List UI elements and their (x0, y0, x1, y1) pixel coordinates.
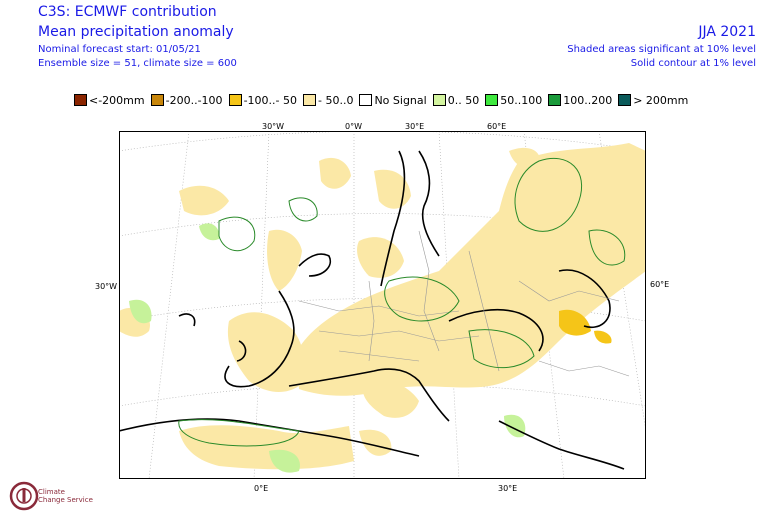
legend-label: - 50..0 (317, 93, 354, 107)
legend-item: -100..- 50 (228, 93, 300, 107)
legend-swatch (548, 94, 562, 106)
coord-right-60e: 60°E (650, 280, 670, 289)
copernicus-logo (9, 481, 39, 511)
season-label: JJA 2021 (698, 24, 756, 40)
legend-swatch (359, 94, 373, 106)
logo-label: Climate Change Service (38, 488, 93, 504)
coord-left-30w: 30°W (95, 282, 118, 291)
significance-contours (178, 157, 626, 447)
coord-top-0: 0°W (345, 122, 362, 131)
legend: <-200mm -200..-100 -100..- 50 - 50..0 No Sig… (74, 93, 694, 107)
legend-label: <-200mm (89, 93, 145, 107)
coord-bottom-0: 0°E (254, 484, 269, 493)
country-borders (298, 230, 630, 377)
chart-subtitle: Mean precipitation anomaly (38, 24, 234, 40)
coord-top-30w: 30°W (262, 122, 285, 131)
ensemble-size: Ensemble size = 51, climate size = 600 (38, 58, 237, 69)
strong-dry-areas (559, 309, 612, 344)
coord-top-60e: 60°E (487, 122, 507, 131)
coord-bottom-30e: 30°E (498, 484, 518, 493)
map-canvas (119, 131, 646, 479)
legend-label: -100..- 50 (243, 93, 297, 107)
legend-item: 50..100 (485, 94, 545, 107)
contour-note: Solid contour at 1% level (630, 58, 756, 69)
legend-label: No Signal (374, 93, 427, 107)
legend-label: > 200mm (633, 93, 689, 107)
legend-label: -200..-100 (165, 93, 223, 107)
shaded-note: Shaded areas significant at 10% level (567, 44, 756, 55)
coord-top-30e: 30°E (405, 122, 425, 131)
legend-swatch (302, 94, 316, 106)
legend-item: No Signal (359, 94, 429, 107)
legend-item: 100..200 (548, 94, 615, 107)
legend-swatch (228, 94, 242, 106)
legend-swatch (74, 94, 87, 106)
legend-swatch (150, 94, 164, 106)
chart-title: C3S: ECMWF contribution (38, 4, 217, 20)
anomaly-map (119, 131, 646, 479)
legend-label: 50..100 (500, 93, 543, 107)
legend-item: <-200mm (74, 94, 148, 107)
coastlines (119, 150, 625, 470)
legend-item: 0.. 50 (432, 93, 483, 107)
legend-swatch (432, 94, 446, 106)
forecast-start: Nominal forecast start: 01/05/21 (38, 44, 201, 55)
legend-label: 0.. 50 (447, 93, 480, 107)
legend-swatch (618, 94, 632, 106)
map-frame (119, 131, 646, 479)
legend-swatch (485, 94, 499, 106)
legend-item: > 200mm (618, 94, 691, 107)
legend-item: -200..-100 (150, 93, 226, 107)
legend-label: 100..200 (563, 93, 613, 107)
legend-item: - 50..0 (302, 93, 356, 107)
